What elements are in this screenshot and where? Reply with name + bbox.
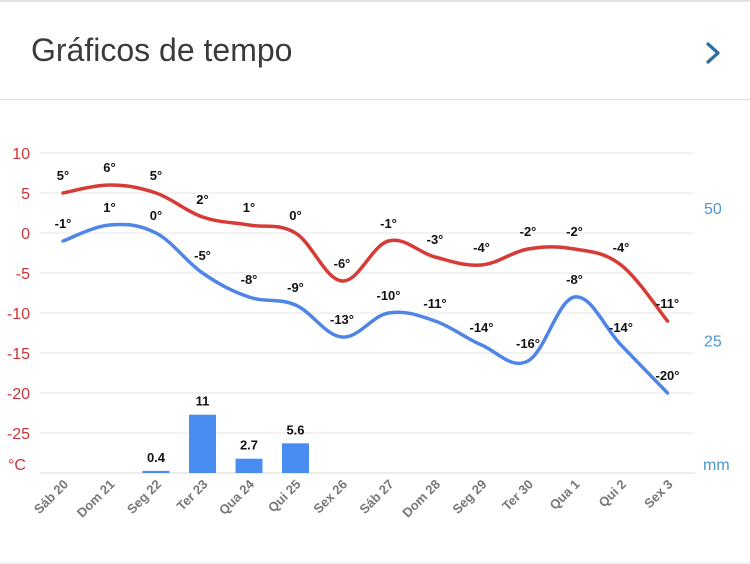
max-temp-label: 1° <box>243 200 255 215</box>
x-axis-label: Sáb 27 <box>356 477 396 517</box>
max-temp-label: -4° <box>613 240 630 255</box>
temperature-labels: 5° 6° 5° 2° 1° 0° -6° -1° -3° -4° -2° -2° -4° -11° -1°… <box>55 160 680 383</box>
x-axis-label: Seg 22 <box>124 477 164 517</box>
max-temp-label: 6° <box>103 160 115 175</box>
precipitation-bars: 0.4 11 2.7 5.6 <box>142 394 309 473</box>
min-temp-label: -11° <box>423 296 446 311</box>
precip-label: 11 <box>196 394 210 409</box>
card-title: Gráficos de tempo <box>31 32 293 68</box>
x-axis-label: Dom 21 <box>74 477 118 521</box>
x-axis-label: Sex 26 <box>310 477 350 517</box>
x-axis-label: Ter 23 <box>174 477 211 514</box>
min-temp-label: -14° <box>470 320 494 335</box>
min-temp-label: 1° <box>103 200 115 215</box>
max-temp-label: 5° <box>57 168 69 183</box>
min-temp-label: -14° <box>609 320 633 335</box>
right-tick-label: 25 <box>704 334 722 351</box>
min-temp-label: -13° <box>330 312 354 327</box>
x-axis-label: Ter 30 <box>499 477 536 514</box>
min-temp-label: -8° <box>566 272 583 287</box>
max-temp-label: -2° <box>566 224 583 239</box>
x-axis-label: Qui 2 <box>596 477 630 511</box>
min-temp-label: -8° <box>241 272 258 287</box>
precip-bar <box>282 443 309 473</box>
x-axis-label: Sex 3 <box>641 477 676 512</box>
min-temp-label: -20° <box>656 368 680 383</box>
max-temp-label: -4° <box>473 240 490 255</box>
x-axis-label: Seg 29 <box>449 477 489 517</box>
precip-label: 2.7 <box>240 438 258 453</box>
right-axis-ticks: 50 25 mm <box>703 201 730 474</box>
precip-bar <box>189 414 216 473</box>
max-temp-label: 5° <box>150 168 162 183</box>
max-temp-label: 0° <box>289 208 301 223</box>
left-tick-label: -25 <box>7 426 30 443</box>
chevron-right-icon[interactable] <box>700 38 726 68</box>
max-temp-label: -2° <box>520 224 537 239</box>
min-temp-line <box>61 222 670 395</box>
max-temp-label: -6° <box>334 256 351 271</box>
min-temp-label: 0° <box>150 208 162 223</box>
left-tick-label: -10 <box>7 306 30 323</box>
right-axis-unit: mm <box>703 457 730 474</box>
max-temp-label: -3° <box>427 232 444 247</box>
precip-bar <box>142 470 170 473</box>
x-axis-label: Qui 25 <box>265 477 304 516</box>
grid-lines <box>40 152 695 474</box>
left-tick-label: 0 <box>21 226 30 243</box>
precip-label: 5.6 <box>286 422 304 437</box>
precip-bar <box>235 458 263 473</box>
max-temp-label: -1° <box>380 216 397 231</box>
min-temp-label: -16° <box>516 336 540 351</box>
temperature-lines <box>61 183 670 395</box>
max-temp-label: -11° <box>656 296 679 311</box>
x-axis-label: Qua 1 <box>546 477 582 513</box>
x-axis-label: Dom 28 <box>399 477 443 521</box>
max-temp-line <box>61 183 670 323</box>
left-tick-label: -5 <box>16 266 30 283</box>
left-axis-unit: °C <box>8 457 26 474</box>
right-tick-label: 50 <box>704 201 722 218</box>
max-temp-label: 2° <box>196 192 208 207</box>
min-temp-label: -1° <box>55 216 72 231</box>
left-tick-label: -15 <box>7 346 30 363</box>
x-axis-labels: Sáb 20 Dom 21 Seg 22 Ter 23 Qua 24 Qui 25 Sex … <box>31 476 676 520</box>
x-axis-label: Sáb 20 <box>31 477 71 517</box>
precip-label: 0.4 <box>147 450 166 465</box>
left-tick-label: 5 <box>21 186 30 203</box>
left-tick-label: -20 <box>7 386 30 403</box>
x-axis-label: Qua 24 <box>216 476 258 518</box>
min-temp-label: -5° <box>194 248 211 263</box>
card-header[interactable]: Gráficos de tempo <box>0 2 750 100</box>
left-tick-label: 10 <box>12 146 30 163</box>
min-temp-label: -9° <box>287 280 304 295</box>
min-temp-label: -10° <box>377 288 401 303</box>
left-axis-ticks: 10 5 0 -5 -10 -15 -20 -25 °C <box>7 146 30 474</box>
